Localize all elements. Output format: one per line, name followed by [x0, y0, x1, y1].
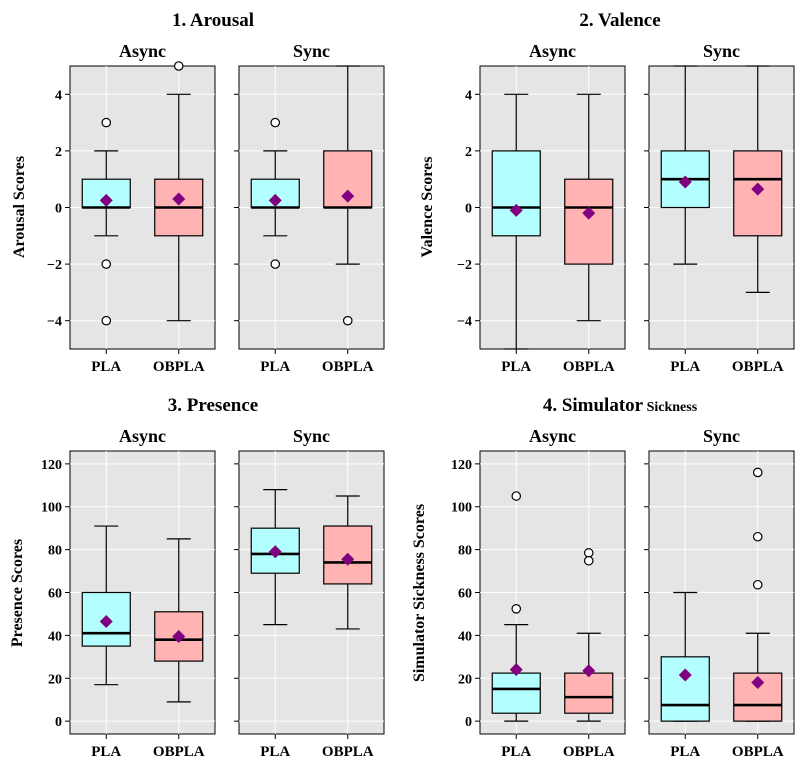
y-tick-label: 2 [465, 145, 472, 160]
y-tick-label: 120 [451, 458, 472, 473]
mean-marker [172, 192, 186, 206]
y-tick-label: −2 [47, 258, 62, 273]
y-tick-label: 60 [458, 587, 472, 602]
x-tick-label: OBPLA [322, 359, 374, 375]
mean-marker [172, 629, 186, 643]
panel-title: Async [529, 426, 576, 446]
chart-title-suffix: Sickness [643, 400, 698, 415]
y-tick-label: 20 [48, 672, 62, 687]
panel-title: Sync [703, 426, 740, 446]
y-tick-label: −2 [457, 258, 472, 273]
y-tick-label: 120 [41, 458, 62, 473]
panel-title: Async [529, 41, 576, 61]
y-axis-label: Simulator Sickness Scores [411, 504, 428, 682]
outlier-point [583, 555, 594, 566]
mean-marker [509, 203, 523, 217]
y-tick-label: 4 [55, 88, 62, 103]
chart-title: 2. Valence [579, 10, 660, 31]
mean-marker [678, 175, 692, 189]
panel-title: Async [119, 41, 166, 61]
outlier-point [752, 467, 763, 478]
y-tick-label: −4 [457, 315, 472, 330]
outlier-point [173, 61, 184, 71]
chart-title-main: 3. Presence [168, 395, 258, 416]
x-tick-label: PLA [501, 744, 531, 760]
box [564, 178, 614, 265]
box [660, 656, 710, 722]
outlier-point [752, 579, 763, 590]
outlier-point [342, 315, 353, 326]
outlier-point [270, 117, 281, 128]
x-tick-label: OBPLA [153, 359, 205, 375]
y-tick-label: 40 [458, 629, 472, 644]
chart-title-main: 1. Arousal [172, 10, 254, 31]
mean-marker [268, 545, 282, 559]
box [564, 672, 614, 714]
box [491, 672, 541, 714]
mean-marker [678, 668, 692, 682]
outlier-point [101, 259, 112, 269]
y-tick-label: 0 [55, 202, 62, 217]
y-tick-label: −4 [47, 315, 62, 330]
panel-title: Sync [293, 41, 330, 61]
x-tick-label: PLA [260, 744, 290, 760]
x-tick-label: PLA [91, 744, 121, 760]
y-tick-label: 60 [48, 587, 62, 602]
y-tick-label: 0 [465, 715, 472, 730]
y-tick-label: 40 [48, 629, 62, 644]
mean-marker [751, 676, 765, 690]
box [491, 150, 541, 237]
outlier-point [752, 531, 763, 542]
mean-marker [341, 552, 355, 566]
y-axis-label: Arousal Scores [11, 156, 28, 258]
panel-title: Sync [293, 426, 330, 446]
y-tick-label: 20 [458, 672, 472, 687]
y-tick-label: 100 [451, 501, 472, 516]
y-tick-label: 0 [55, 715, 62, 730]
x-tick-label: PLA [501, 359, 531, 375]
x-tick-label: OBPLA [322, 744, 374, 760]
y-tick-label: 100 [41, 501, 62, 516]
outlier-point [270, 259, 281, 269]
outlier-point [511, 603, 522, 614]
x-tick-label: OBPLA [732, 744, 784, 760]
y-tick-label: 80 [458, 544, 472, 559]
y-axis-label: Presence Scores [9, 539, 26, 647]
outlier-point [101, 117, 112, 128]
chart-title: 3. Presence [168, 395, 258, 416]
mean-marker [509, 663, 523, 677]
x-tick-label: OBPLA [563, 744, 615, 760]
x-tick-label: PLA [670, 744, 700, 760]
y-tick-label: 4 [465, 88, 472, 103]
x-tick-label: PLA [670, 359, 700, 375]
outlier-point [101, 315, 112, 326]
mean-marker [341, 189, 355, 203]
chart-title-main: 2. Valence [579, 10, 660, 31]
chart-title-main: 4. Simulator [543, 395, 644, 416]
panel-title: Sync [703, 41, 740, 61]
mean-marker [582, 206, 596, 220]
y-tick-label: 0 [465, 202, 472, 217]
y-axis-label: Valence Scores [419, 157, 436, 258]
mean-marker [582, 664, 596, 678]
mean-marker [751, 182, 765, 196]
x-tick-label: OBPLA [732, 359, 784, 375]
outlier-point [511, 491, 522, 501]
x-tick-label: OBPLA [563, 359, 615, 375]
x-tick-label: PLA [91, 359, 121, 375]
panel-title: Async [119, 426, 166, 446]
mean-marker [268, 193, 282, 207]
mean-marker [99, 193, 113, 207]
outlier-point [583, 548, 594, 558]
mean-marker [99, 614, 113, 628]
y-tick-label: 2 [55, 145, 62, 160]
x-tick-label: OBPLA [153, 744, 205, 760]
chart-title: 1. Arousal [172, 10, 254, 31]
chart-title: 4. Simulator Sickness [543, 395, 698, 416]
y-tick-label: 80 [48, 544, 62, 559]
x-tick-label: PLA [260, 359, 290, 375]
